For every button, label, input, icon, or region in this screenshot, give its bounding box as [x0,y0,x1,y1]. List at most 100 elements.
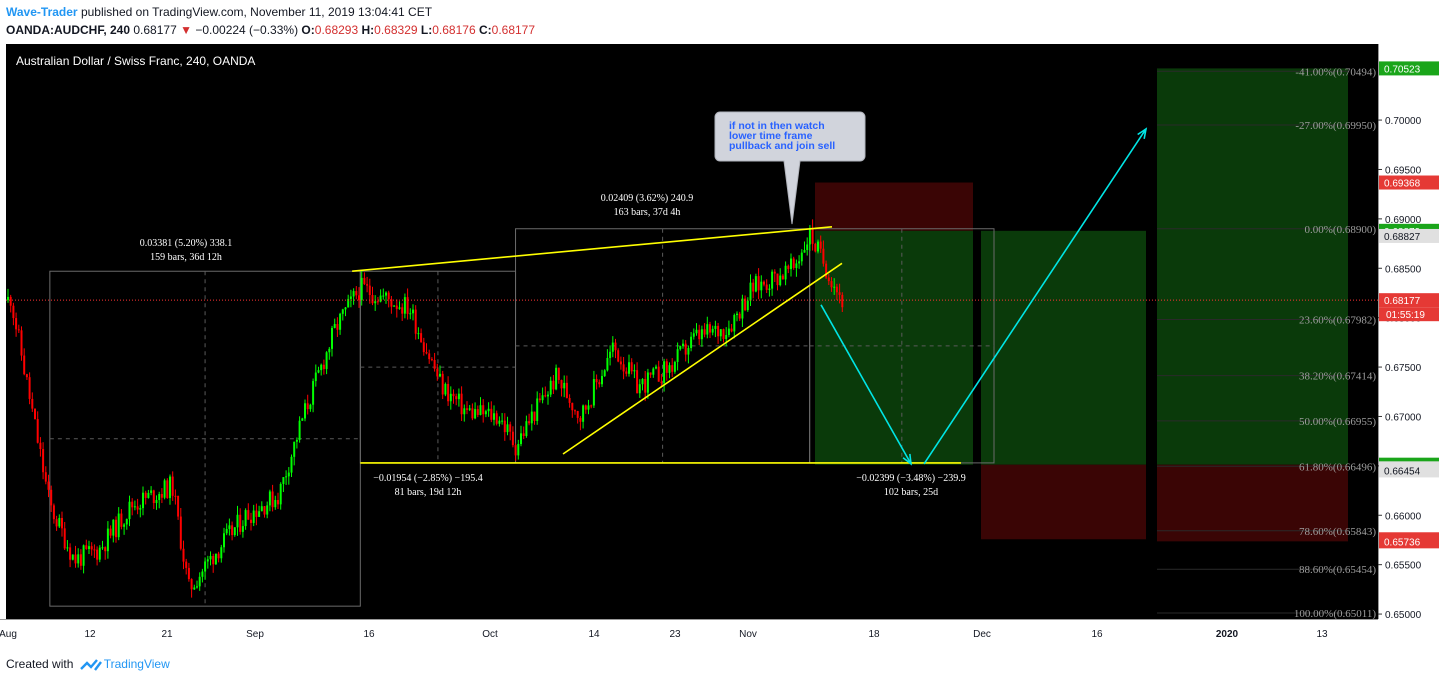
candle-body [163,480,166,498]
candle-body [447,383,450,402]
candle-body [85,545,88,550]
candle-body [252,510,255,523]
candle-body [190,579,193,590]
price-tag [1379,61,1439,76]
candle-body [336,324,339,330]
candle-body [133,506,136,508]
candle-body [112,519,115,536]
callout-text: lower time frame [729,130,813,142]
low-label: L: [420,23,433,37]
price-axis[interactable]: 0.700000.695000.690000.685000.680000.675… [1377,44,1444,621]
candle-body [501,420,504,422]
candle-body [779,275,782,286]
candle-body [125,519,128,525]
candle-body [625,371,628,374]
position-zones [815,68,1348,614]
candle-body [17,329,20,331]
price-tag-label: 0.66454 [1384,466,1421,477]
candle-body [738,313,741,319]
time-axis[interactable]: Aug 12 21 Sep 16 Oct 14 23 Nov 18 Dec 16 2020 13 [0,618,1378,645]
candle-body [792,258,795,268]
candle-body [482,405,485,415]
candle-body [460,393,463,415]
candle-body [752,282,755,292]
candle-body [776,273,779,286]
price-tag [1379,175,1439,190]
candle-body [439,373,441,377]
candle-body [808,227,811,245]
measure-label-value: −0.01954 (−2.85%) −195.4 [373,473,482,484]
price-tag-label: 0.70523 [1384,64,1421,75]
high-label: H: [361,23,375,37]
candle-body [212,555,215,565]
candle-body [800,252,803,262]
candle-body [709,324,711,333]
candle-body [630,362,633,372]
candle-body [487,408,490,412]
candle-body [798,261,801,264]
candle-body [493,413,495,420]
candle-body [582,405,585,422]
fib-level-label: 100.00%(0.65011) [1294,608,1376,619]
candle-body [177,495,180,517]
candle-body [55,519,58,527]
candle-body [28,377,31,399]
candle-body [31,398,34,409]
candle-body [312,381,315,405]
close-label: C: [478,23,492,37]
chart-pane[interactable]: Australian Dollar / Swiss Franc, 240, OA… [6,44,1378,619]
candle-body [449,393,452,402]
drawings[interactable] [6,127,1378,466]
candle-body [239,514,242,532]
candle-body [290,456,293,473]
measure-label-bars: 163 bars, 37d 4h [614,207,681,218]
candle-body [420,333,423,343]
last-price: 0.68177 [133,23,177,37]
candle-body [609,351,612,359]
price-tag-label: 0.68177 [1384,296,1421,307]
candle-body [79,554,82,566]
candle-body [817,241,819,252]
candle-body [733,315,736,332]
candle-body [36,419,39,443]
candle-body [466,408,468,410]
tradingview-brand[interactable]: TradingView [103,657,170,671]
candle-body [498,420,501,424]
take-profit-zone [815,230,973,465]
candle-body [790,258,792,270]
candle-body [344,307,347,310]
candle-body [641,379,644,385]
loss-zone-2 [981,464,1146,540]
candle-body [236,514,239,528]
candle-body [77,554,80,564]
candle-body [412,309,414,314]
candle-body [736,313,738,316]
fib-level-label: 61.80%(0.66496) [1299,461,1376,473]
time-tick-label: 14 [588,629,600,640]
candle-body [320,364,323,371]
fib-level-label: -41.00%(0.70494) [1295,66,1376,78]
candle-body [298,420,301,440]
candle-body [382,295,385,297]
candle-body [568,398,571,403]
candle-body [96,549,99,560]
price-tick-label: 0.69000 [1385,215,1422,226]
candle-body [277,500,279,505]
time-axis-canvas[interactable]: Aug 12 21 Sep 16 Oct 14 23 Nov 18 Dec 16 2020 13 [0,618,1378,645]
fib-level-label: 78.60%(0.65843) [1299,526,1376,538]
created-with-text: Created with [6,657,74,671]
candle-body [393,305,396,307]
candle-body [706,324,709,335]
author-link[interactable]: Wave-Trader [6,5,78,19]
measure-label-bars: 81 bars, 19d 12h [395,487,462,498]
time-tick-label: Sep [246,629,264,640]
candle-body [144,492,147,498]
chart-canvas[interactable]: Australian Dollar / Swiss Franc, 240, OA… [6,44,1378,619]
candle-body [468,408,471,410]
candle-body [293,441,296,457]
price-axis-canvas[interactable]: 0.700000.695000.690000.685000.680000.675… [1377,44,1444,621]
candle-body [563,382,566,389]
candle-body [595,379,598,383]
price-tick-label: 0.68500 [1385,264,1422,275]
candle-body [136,506,139,510]
